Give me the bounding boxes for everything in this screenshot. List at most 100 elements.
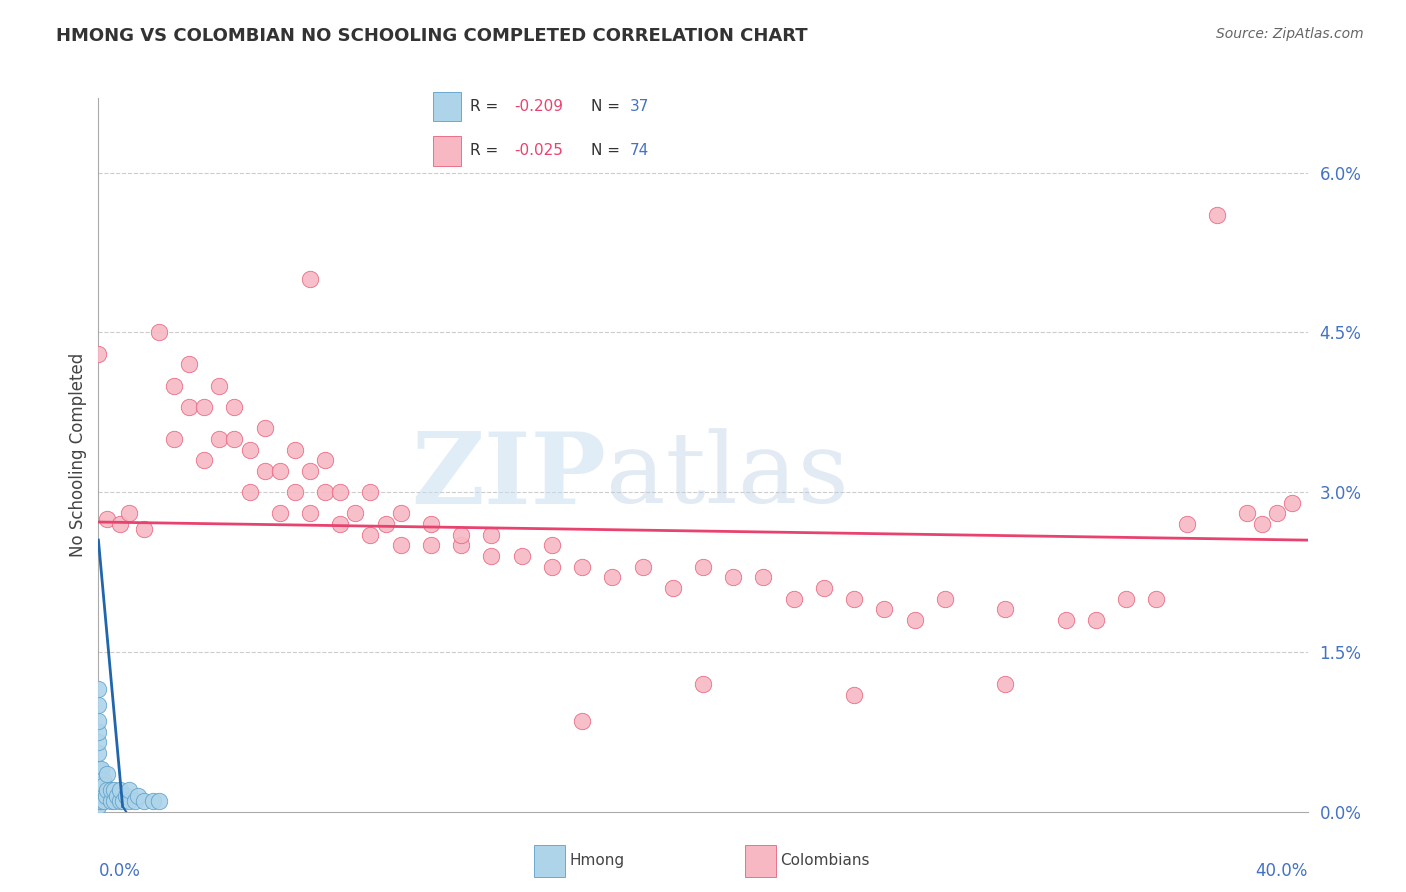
Point	[91, 789, 114, 803]
Point	[329, 517, 352, 532]
Point	[541, 538, 564, 552]
Point	[100, 794, 122, 808]
Point	[420, 517, 443, 532]
Point	[873, 602, 896, 616]
Point	[193, 400, 215, 414]
Point	[127, 789, 149, 803]
Point	[96, 767, 118, 781]
Point	[344, 507, 367, 521]
Point	[87, 682, 110, 697]
Point	[100, 783, 122, 797]
Point	[103, 783, 125, 797]
Point	[1206, 208, 1229, 222]
Point	[329, 485, 352, 500]
Text: Source: ZipAtlas.com: Source: ZipAtlas.com	[1216, 27, 1364, 41]
Point	[752, 570, 775, 584]
Point	[179, 400, 201, 414]
Point	[934, 591, 956, 606]
Text: R =: R =	[470, 144, 503, 159]
Point	[813, 581, 835, 595]
FancyBboxPatch shape	[433, 92, 461, 121]
Point	[1054, 613, 1077, 627]
Point	[420, 538, 443, 552]
Point	[662, 581, 685, 595]
Point	[105, 789, 128, 803]
Point	[389, 507, 412, 521]
Point	[1281, 496, 1303, 510]
Point	[87, 794, 110, 808]
Point	[783, 591, 806, 606]
Point	[163, 432, 186, 446]
Point	[224, 400, 246, 414]
Point	[1175, 517, 1198, 532]
Point	[124, 794, 146, 808]
Point	[93, 778, 115, 792]
Point	[108, 783, 131, 797]
Point	[631, 559, 654, 574]
Point	[299, 507, 322, 521]
Point	[314, 453, 336, 467]
Point	[208, 432, 231, 446]
FancyBboxPatch shape	[433, 136, 461, 166]
Point	[692, 677, 714, 691]
Point	[87, 783, 110, 797]
Point	[1085, 613, 1108, 627]
Text: R =: R =	[470, 99, 503, 114]
Point	[1115, 591, 1137, 606]
Point	[1236, 507, 1258, 521]
Y-axis label: No Schooling Completed: No Schooling Completed	[69, 353, 87, 557]
Point	[389, 538, 412, 552]
Point	[541, 559, 564, 574]
Point	[114, 789, 136, 803]
Point	[374, 517, 396, 532]
Point	[91, 772, 114, 787]
Point	[224, 432, 246, 446]
Point	[1251, 517, 1274, 532]
Point	[723, 570, 745, 584]
Point	[87, 746, 110, 760]
Point	[96, 512, 118, 526]
Point	[148, 794, 170, 808]
Point	[299, 464, 322, 478]
Point	[90, 762, 112, 776]
Point	[1267, 507, 1289, 521]
Point	[111, 794, 134, 808]
Point	[193, 453, 215, 467]
Point	[571, 559, 593, 574]
Point	[87, 762, 110, 776]
Point	[118, 794, 141, 808]
Text: atlas: atlas	[606, 428, 849, 524]
Text: N =: N =	[591, 99, 624, 114]
Point	[994, 602, 1017, 616]
Point	[299, 272, 322, 286]
Text: ZIP: ZIP	[412, 428, 606, 524]
Point	[239, 442, 262, 457]
Point	[87, 724, 110, 739]
Point	[132, 523, 155, 537]
Point	[87, 735, 110, 749]
Point	[108, 517, 131, 532]
Point	[93, 794, 115, 808]
Point	[163, 378, 186, 392]
Point	[142, 794, 165, 808]
Point	[253, 464, 276, 478]
Point	[118, 783, 141, 797]
Text: Colombians: Colombians	[780, 854, 870, 868]
Text: N =: N =	[591, 144, 624, 159]
Point	[148, 326, 170, 340]
Text: Hmong: Hmong	[569, 854, 624, 868]
Point	[87, 698, 110, 713]
Point	[284, 485, 307, 500]
Point	[87, 772, 110, 787]
Point	[132, 794, 155, 808]
Point	[208, 378, 231, 392]
Point	[87, 799, 110, 814]
Text: 74: 74	[630, 144, 650, 159]
Point	[94, 789, 117, 803]
Point	[239, 485, 262, 500]
Point	[510, 549, 533, 563]
Point	[284, 442, 307, 457]
Point	[314, 485, 336, 500]
Point	[360, 528, 382, 542]
Point	[994, 677, 1017, 691]
